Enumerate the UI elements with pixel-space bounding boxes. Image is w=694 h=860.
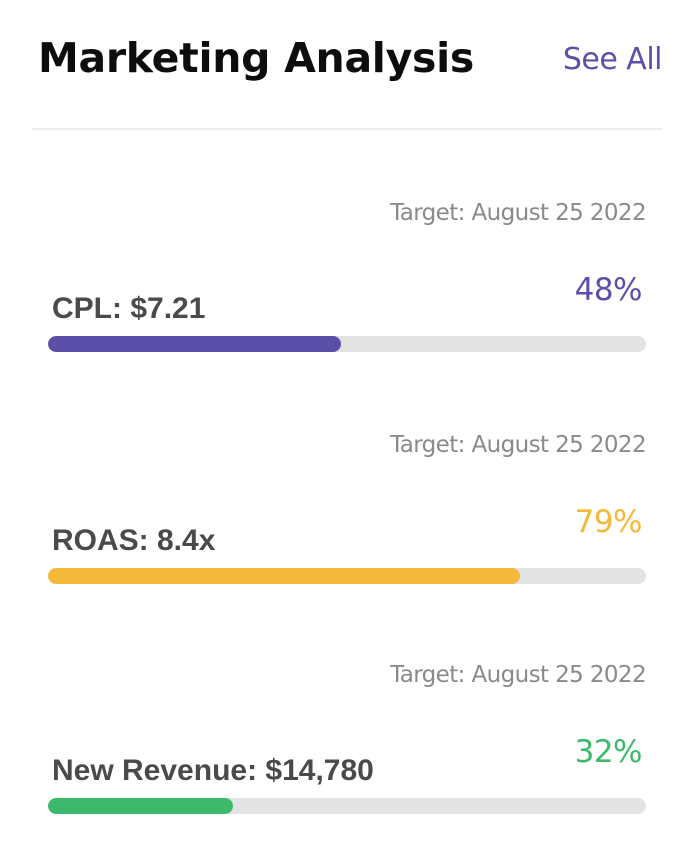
see-all-link[interactable]: See All bbox=[562, 42, 663, 77]
header-divider bbox=[32, 128, 662, 130]
metric-percent: 32% bbox=[574, 734, 643, 770]
metric-target-date: Target: August 25 2022 bbox=[390, 432, 647, 458]
metric-label: CPL: $7.21 bbox=[52, 292, 206, 325]
progress-fill bbox=[48, 798, 234, 814]
metric-new-revenue: Target: August 25 2022 New Revenue: $14,… bbox=[48, 662, 647, 822]
metric-percent: 48% bbox=[574, 272, 643, 308]
metric-cpl: Target: August 25 2022 CPL: $7.21 48% bbox=[48, 200, 647, 360]
progress-track bbox=[48, 798, 646, 814]
progress-track bbox=[48, 336, 646, 352]
metric-target-date: Target: August 25 2022 bbox=[390, 200, 647, 226]
metric-target-date: Target: August 25 2022 bbox=[390, 662, 647, 688]
metric-label: ROAS: 8.4x bbox=[52, 524, 216, 557]
progress-fill bbox=[48, 568, 521, 584]
metric-percent: 79% bbox=[574, 504, 643, 540]
metric-label: New Revenue: $14,780 bbox=[52, 754, 374, 787]
progress-fill bbox=[48, 336, 342, 352]
page-title: Marketing Analysis bbox=[38, 34, 474, 82]
card-header: Marketing Analysis See All bbox=[38, 30, 663, 90]
metric-roas: Target: August 25 2022 ROAS: 8.4x 79% bbox=[48, 432, 647, 592]
progress-track bbox=[48, 568, 646, 584]
